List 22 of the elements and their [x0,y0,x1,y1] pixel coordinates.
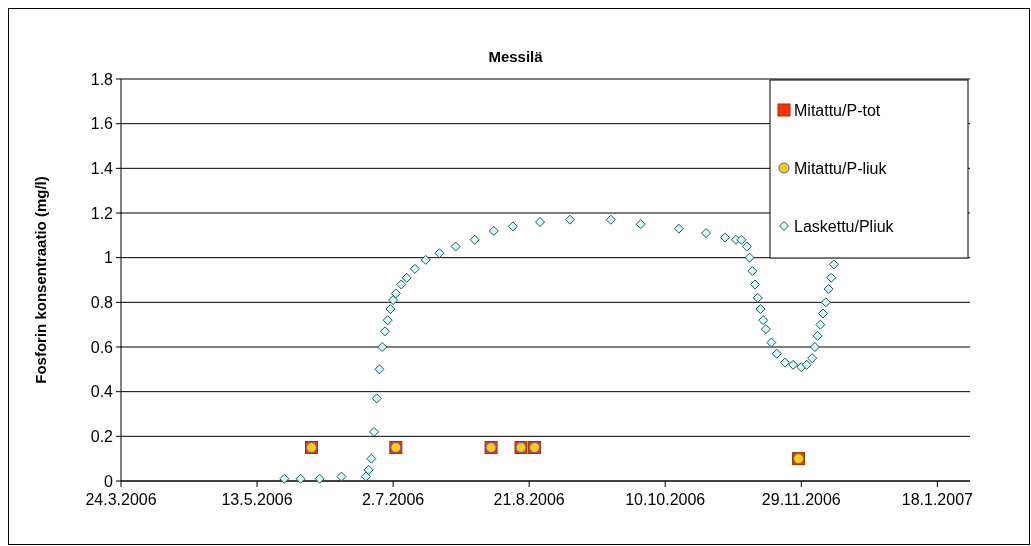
legend-label: Mitattu/P-tot [794,101,881,119]
legend-label: Mitattu/P-liuk [794,159,888,177]
y-tick-label: 1 [104,249,114,267]
y-tick-label: 0.8 [90,293,114,311]
y-tick-label: 0.4 [90,383,114,401]
x-tick-label: 29.11.2006 [761,491,841,508]
y-tick-label: 1.4 [90,159,114,177]
y-tick-label: 0.2 [90,427,114,445]
y-tick-label: 0.6 [90,338,114,356]
y-tick-label: 1.6 [90,115,114,133]
x-tick-label: 13.5.2006 [221,491,293,508]
x-tick-label: 10.10.2006 [625,491,706,508]
x-tick-label: 21.8.2006 [493,491,565,508]
x-tick-label: 2.7.2006 [361,491,425,508]
x-tick-label: 24.3.2006 [85,491,157,508]
chart-title: Messilä [488,48,544,65]
y-tick-label: 1.8 [90,70,114,88]
x-tick-label: 18.1.2007 [901,491,974,508]
y-axis-title: Fosforin konsentraatio (mg/l) [32,176,49,384]
legend-label: Laskettu/Pliuk [794,217,895,235]
y-tick-label: 0 [104,472,114,490]
y-tick-label: 1.2 [90,204,114,222]
